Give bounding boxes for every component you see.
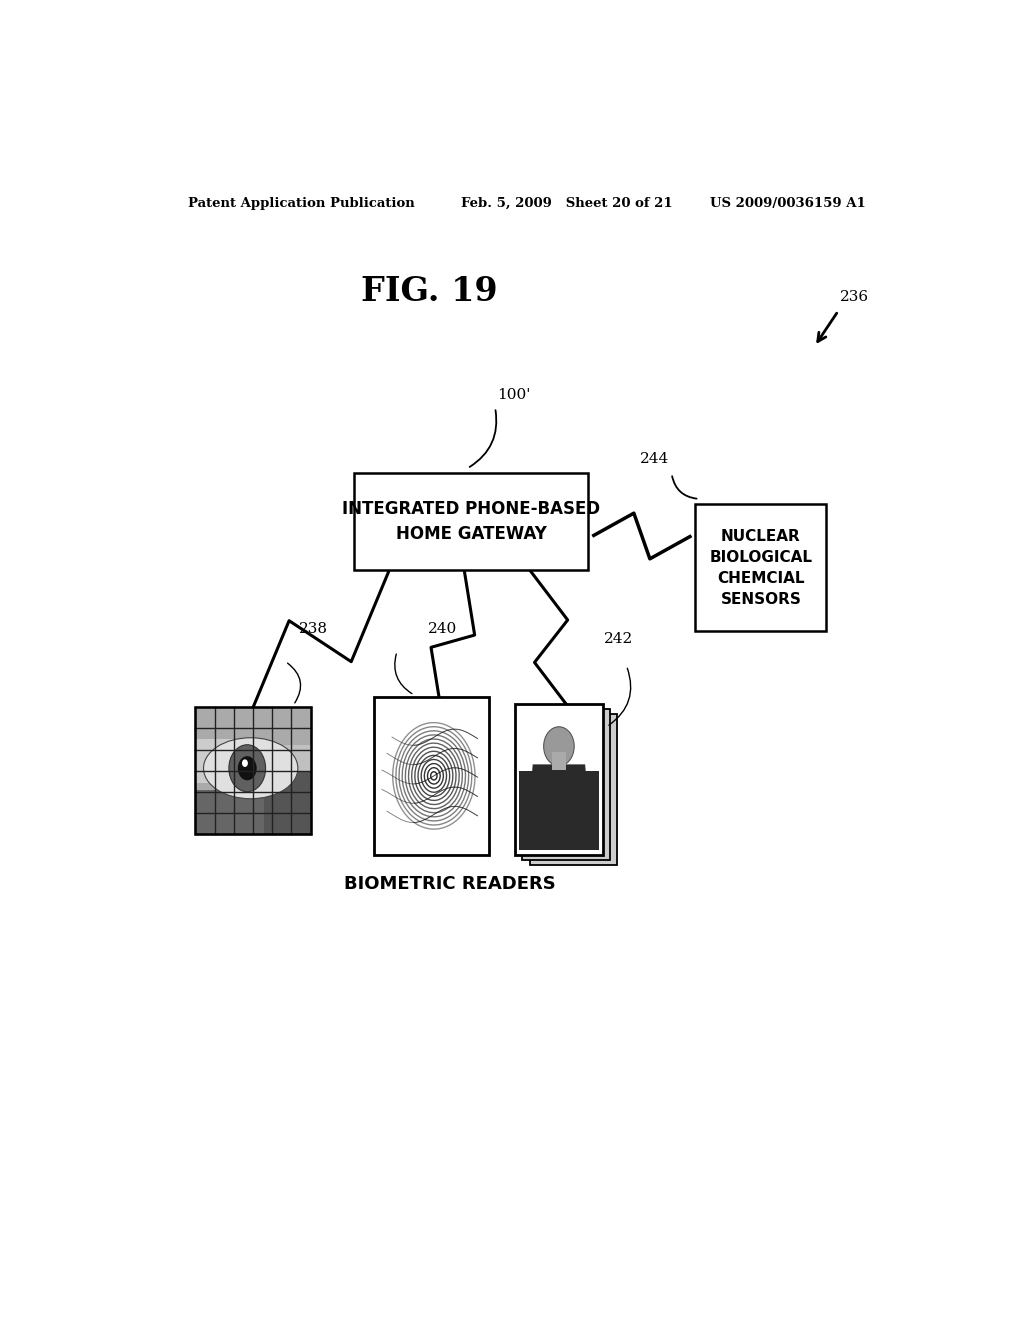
- Circle shape: [238, 756, 257, 780]
- Text: 238: 238: [299, 622, 328, 636]
- Bar: [515, 704, 602, 854]
- Bar: [259, 746, 310, 796]
- Polygon shape: [525, 764, 592, 842]
- Bar: [196, 708, 310, 834]
- Bar: [264, 771, 310, 834]
- Text: 240: 240: [428, 622, 458, 636]
- Text: INTEGRATED PHONE-BASED
HOME GATEWAY: INTEGRATED PHONE-BASED HOME GATEWAY: [342, 500, 600, 544]
- Circle shape: [544, 727, 574, 766]
- Text: 244: 244: [640, 453, 670, 466]
- Bar: [695, 504, 826, 631]
- Bar: [354, 474, 588, 570]
- Text: US 2009/0036159 A1: US 2009/0036159 A1: [711, 197, 866, 210]
- Bar: [519, 771, 599, 850]
- Bar: [529, 714, 616, 865]
- Bar: [552, 752, 566, 771]
- Text: Patent Application Publication: Patent Application Publication: [187, 197, 415, 210]
- Text: 100': 100': [498, 388, 530, 403]
- Bar: [196, 708, 310, 834]
- Text: Feb. 5, 2009   Sheet 20 of 21: Feb. 5, 2009 Sheet 20 of 21: [461, 197, 673, 210]
- Bar: [522, 709, 609, 859]
- Bar: [374, 697, 489, 854]
- Text: NUCLEAR
BIOLOGICAL
CHEMCIAL
SENSORS: NUCLEAR BIOLOGICAL CHEMCIAL SENSORS: [710, 528, 812, 606]
- Text: 242: 242: [604, 632, 634, 647]
- Bar: [196, 739, 247, 784]
- Text: BIOMETRIC READERS: BIOMETRIC READERS: [343, 875, 555, 892]
- Text: 236: 236: [840, 290, 869, 304]
- Circle shape: [242, 759, 248, 767]
- Ellipse shape: [204, 738, 298, 799]
- Circle shape: [229, 744, 265, 792]
- Bar: [196, 789, 310, 834]
- Text: FIG. 19: FIG. 19: [361, 276, 498, 309]
